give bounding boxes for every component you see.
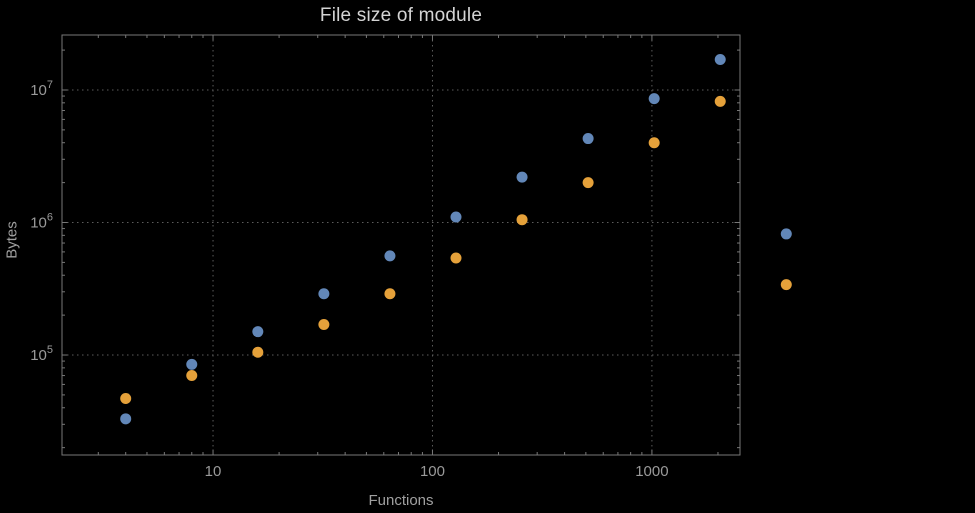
data-point-series-2-orange: [516, 214, 528, 226]
data-point-series-2-orange: [252, 346, 264, 358]
data-point-series-2-orange: [186, 370, 198, 382]
data-point-series-1-blue: [714, 53, 726, 65]
data-point-series-2-orange: [450, 252, 462, 264]
data-point-series-1-blue: [582, 133, 594, 145]
x-tick-label: 1000: [635, 463, 668, 480]
data-point-series-1-blue: [120, 413, 132, 425]
x-tick-label: 10: [205, 463, 222, 480]
data-point-series-1-blue: [648, 93, 660, 105]
data-point-series-1-blue: [450, 211, 462, 223]
data-point-series-1-blue: [516, 171, 528, 183]
data-point-series-2-orange: [582, 177, 594, 189]
data-point-series-2-orange: [648, 137, 660, 149]
x-axis-label: Functions: [368, 492, 434, 509]
y-tick-label: 106: [30, 212, 53, 232]
chart-title: File size of module: [319, 5, 483, 26]
x-tick-label: 100: [420, 463, 445, 480]
data-point-series-1-blue: [318, 288, 330, 300]
y-axis-label: Bytes: [3, 221, 21, 259]
data-point-series-2-orange: [318, 318, 330, 330]
data-point-series-1-blue: [780, 228, 792, 240]
data-point-series-1-blue: [384, 250, 396, 262]
plot-frame: [61, 34, 741, 456]
data-point-series-2-orange: [714, 95, 726, 107]
data-point-series-1-blue: [252, 326, 264, 338]
data-point-series-2-orange: [120, 392, 132, 404]
y-tick-label: 107: [30, 79, 53, 99]
data-point-series-2-orange: [384, 288, 396, 300]
data-point-series-1-blue: [186, 358, 198, 370]
data-point-series-2-orange: [780, 279, 792, 291]
y-tick-label: 105: [30, 344, 53, 364]
